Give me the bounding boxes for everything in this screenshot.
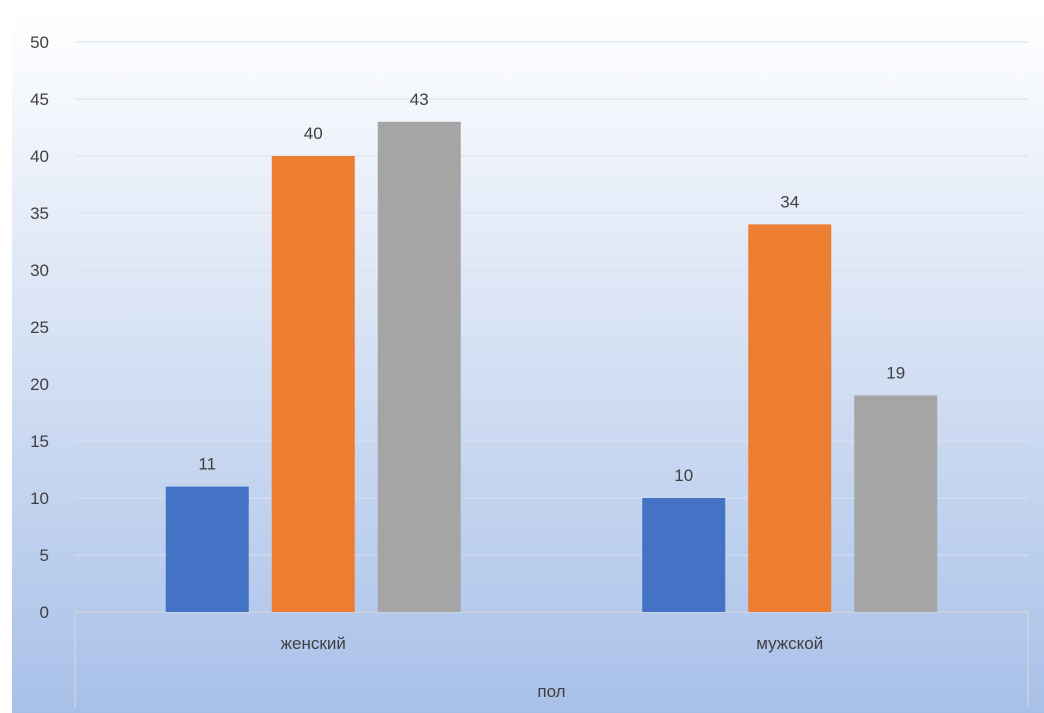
y-tick-label: 0 [40,603,49,622]
bar [377,121,461,613]
y-tick-label: 15 [30,432,49,451]
data-label: 11 [198,455,216,474]
bar [642,498,726,612]
y-tick-label: 5 [40,546,49,565]
x-category-label: мужской [756,634,823,653]
bar [748,224,832,612]
data-label: 10 [674,466,693,485]
x-category-label: женский [281,634,346,653]
y-tick-label: 20 [30,375,49,394]
y-tick-label: 35 [30,204,49,223]
y-tick-label: 25 [30,318,49,337]
y-tick-label: 40 [30,147,49,166]
bar [271,156,355,612]
y-tick-label: 30 [30,261,49,280]
y-tick-label: 50 [30,33,49,52]
y-tick-label: 45 [30,90,49,109]
data-label: 40 [304,124,323,143]
data-label: 43 [410,90,429,109]
data-label: 34 [780,192,799,211]
data-label: 19 [886,363,905,382]
bar [854,395,938,612]
bar [165,486,249,612]
y-tick-label: 10 [30,489,49,508]
x-group-label: пол [537,682,565,701]
